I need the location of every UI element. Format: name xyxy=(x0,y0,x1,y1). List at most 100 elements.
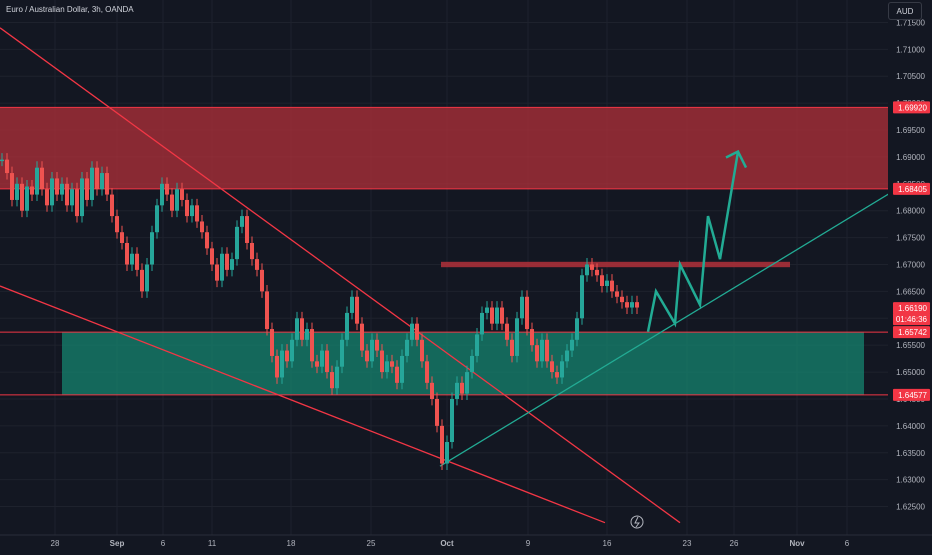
candle-body xyxy=(65,183,69,206)
price-badge-label-resistance_bottom: 1.68405 xyxy=(898,185,927,194)
x-tick-label: 18 xyxy=(287,539,296,548)
trendline-upper-descending xyxy=(0,27,681,524)
candle-body xyxy=(505,323,509,340)
candle-body xyxy=(585,264,589,276)
candle-body xyxy=(260,269,264,292)
candle-body xyxy=(5,159,9,174)
price-badge-label-resistance_top: 1.69920 xyxy=(898,103,927,112)
candle-body xyxy=(245,216,249,243)
candle-body xyxy=(405,339,409,356)
y-tick-label: 1.69000 xyxy=(896,153,925,162)
candle-body xyxy=(570,339,574,351)
x-tick-label: 26 xyxy=(730,539,739,548)
trendline-ascending xyxy=(439,167,932,467)
candle-body xyxy=(540,339,544,362)
candle-body xyxy=(360,323,364,351)
candle-body xyxy=(20,183,24,211)
candle-body xyxy=(595,269,599,276)
x-tick-label: 25 xyxy=(367,539,376,548)
candle-body xyxy=(280,350,284,378)
candle-body xyxy=(335,366,339,389)
x-tick-label: 9 xyxy=(526,539,531,548)
y-tick-label: 1.65000 xyxy=(896,368,925,377)
candle-body xyxy=(515,318,519,356)
candle-body xyxy=(450,398,454,443)
candle-body xyxy=(340,339,344,367)
candle-body xyxy=(550,361,554,373)
y-tick-label: 1.63000 xyxy=(896,476,925,485)
x-tick-label: 6 xyxy=(161,539,166,548)
candle-body xyxy=(305,329,309,340)
candle-body xyxy=(425,361,429,383)
candle-body xyxy=(530,329,534,346)
candle-body xyxy=(605,280,609,287)
lightning-icon-circle xyxy=(630,515,644,529)
candle-body xyxy=(60,183,64,195)
candle-body xyxy=(525,296,529,330)
candle-body xyxy=(165,183,169,195)
candle-body xyxy=(555,372,559,378)
price-badge-support_top xyxy=(893,326,930,339)
x-tick-label: 11 xyxy=(208,539,217,548)
candle-body xyxy=(125,242,129,265)
y-tick-label: 1.68000 xyxy=(896,207,925,216)
candle-body xyxy=(485,307,489,313)
candle-body xyxy=(265,291,269,330)
candle-body xyxy=(15,183,19,200)
candle-body xyxy=(575,318,579,340)
candle-body xyxy=(620,296,624,303)
y-tick-label: 1.65500 xyxy=(896,341,925,350)
candle-body xyxy=(205,232,209,249)
candle-body xyxy=(615,291,619,297)
candle-body xyxy=(30,186,34,195)
candle-body xyxy=(140,269,144,292)
candle-body xyxy=(240,216,244,227)
candle-body xyxy=(220,253,224,281)
candle-body xyxy=(250,242,254,260)
candle-body xyxy=(35,167,39,195)
price-axis-bg xyxy=(888,0,932,550)
candle-body xyxy=(310,329,314,362)
x-tick-label: 23 xyxy=(683,539,692,548)
candle-body xyxy=(365,350,369,362)
currency-button[interactable]: AUD xyxy=(888,2,922,20)
zone-intermediate-resistance xyxy=(441,261,790,268)
y-tick-label: 1.67500 xyxy=(896,234,925,243)
price-badge-support_bottom xyxy=(893,388,930,401)
candle-body xyxy=(290,339,294,362)
candle-body xyxy=(160,183,164,206)
candle-body xyxy=(215,264,219,281)
candle-body xyxy=(495,307,499,324)
candle-body xyxy=(10,173,14,200)
candle-body xyxy=(545,339,549,362)
candle-body xyxy=(190,205,194,217)
candle-body xyxy=(480,312,484,335)
candle-body xyxy=(465,372,469,394)
candle-body xyxy=(345,312,349,340)
x-tick-label: 6 xyxy=(845,539,850,548)
y-tick-label: 1.62500 xyxy=(896,503,925,512)
y-tick-label: 1.70500 xyxy=(896,72,925,81)
candle-body xyxy=(375,339,379,351)
candle-body xyxy=(475,334,479,356)
candle-body xyxy=(350,296,354,313)
candle-body xyxy=(90,167,94,200)
candle-body xyxy=(600,275,604,287)
candle-body xyxy=(470,355,474,373)
candle-body xyxy=(455,382,459,399)
candle-body xyxy=(370,339,374,362)
candle-body xyxy=(410,323,414,340)
candle-body xyxy=(390,361,394,367)
candle-body xyxy=(500,307,504,324)
candle-body xyxy=(610,280,614,292)
y-tick-label: 1.64000 xyxy=(896,422,925,431)
y-tick-label: 1.66500 xyxy=(896,287,925,296)
x-tick-label: Nov xyxy=(789,539,805,548)
candle-body xyxy=(285,350,289,362)
price-badge-label-countdown: 01:46:36 xyxy=(896,315,928,324)
price-badge-resistance_top xyxy=(893,101,930,114)
candle-body xyxy=(635,302,639,308)
candle-body xyxy=(105,173,109,195)
